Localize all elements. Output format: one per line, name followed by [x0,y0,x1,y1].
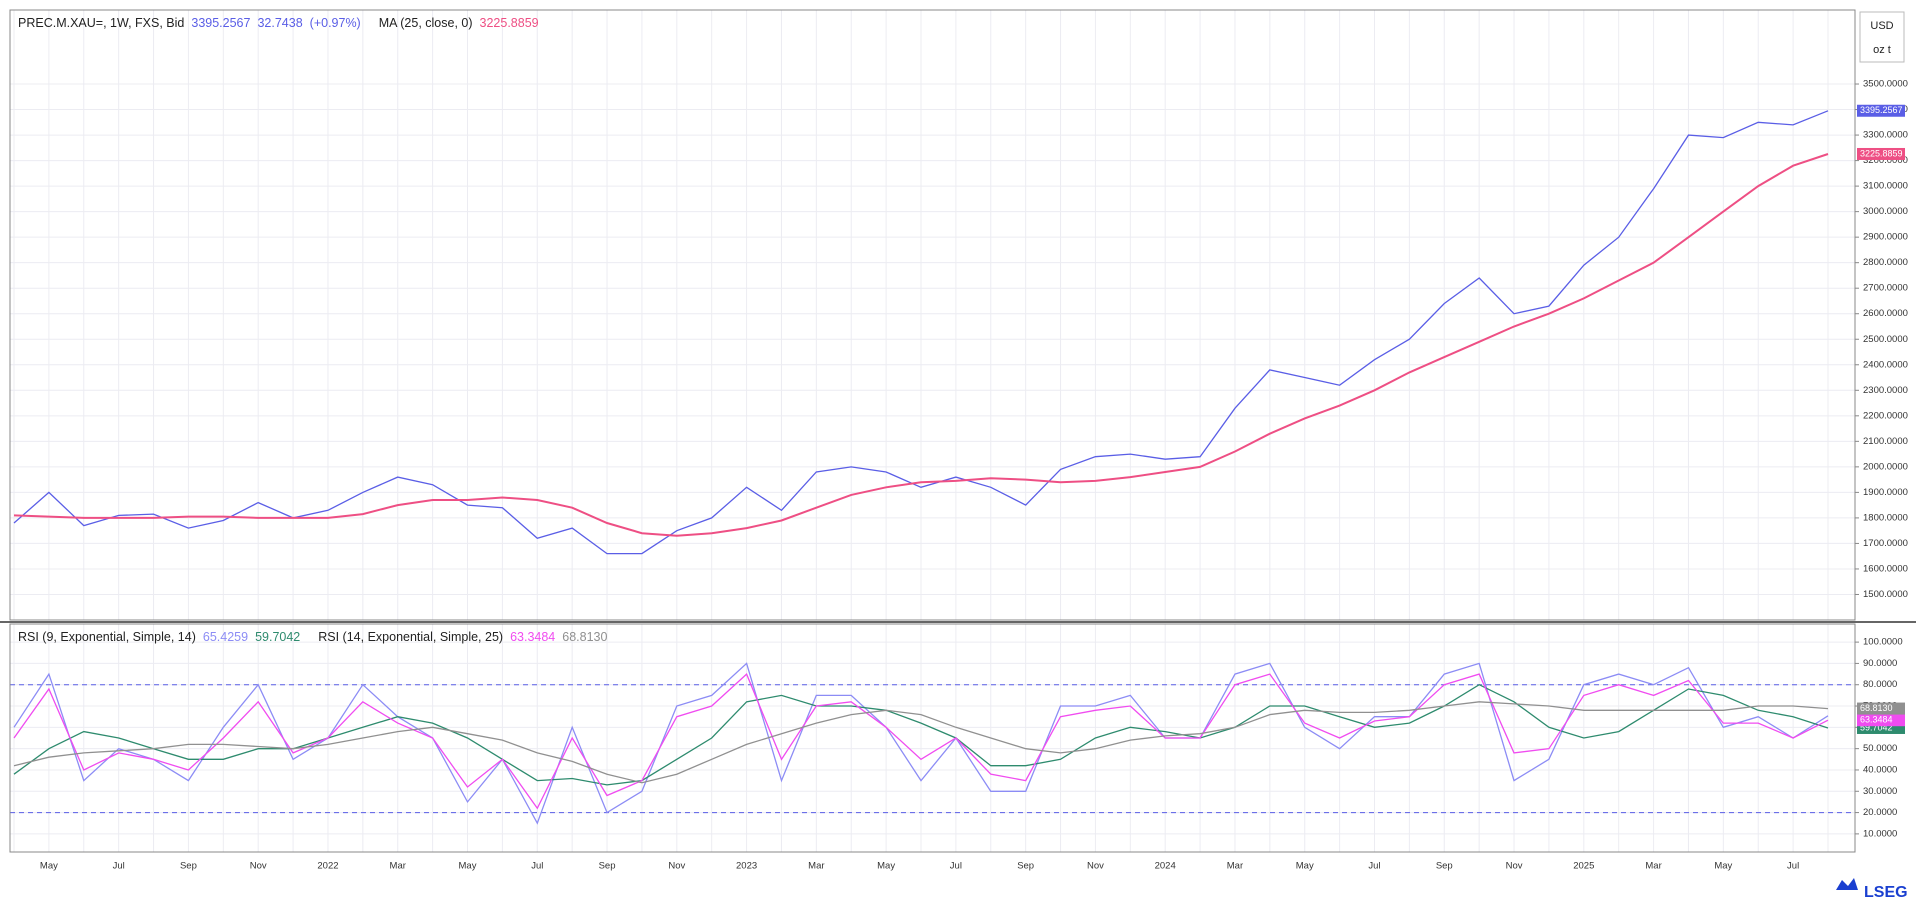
y-tick-label: 2300.0000 [1863,385,1908,396]
panel-border [9,623,1856,853]
x-tick-label: Jul [950,861,962,872]
legend-name: RSI (9, Exponential, Simple, 14) [18,630,196,644]
y-tick-label: 3000.0000 [1863,206,1908,217]
series-line [13,110,1829,555]
logo-icon [1836,878,1858,890]
y-tick-label: 1800.0000 [1863,512,1908,523]
x-tick-label: May [1296,861,1314,872]
value-tag-label: 3225.8859 [1860,148,1903,158]
x-tick-label: Mar [808,861,824,872]
x-tick-label: 2025 [1573,861,1594,872]
x-tick-label: May [459,861,477,872]
value-tag [1857,714,1905,727]
legend-value: 68.8130 [562,630,607,644]
x-tick-label: Mar [1227,861,1243,872]
x-tick-label: Jul [1787,861,1799,872]
y-tick-label: 1900.0000 [1863,487,1908,498]
legend-value: (+0.97%) [310,16,361,30]
currency: USD [1870,20,1893,32]
y-tick-label: 100.0000 [1863,637,1903,648]
y-tick-label: 20.0000 [1863,807,1897,818]
value-tag-label: 68.8130 [1860,703,1893,713]
legend: RSI (9, Exponential, Simple, 14) 65.4259 5… [18,630,607,644]
y-tick-label: 3200.0000 [1863,155,1908,166]
value-tag-label: 63.3484 [1860,715,1893,725]
y-tick-label: 50.0000 [1863,743,1897,754]
x-tick-label: 2022 [317,861,338,872]
y-tick-label: 2100.0000 [1863,436,1908,447]
x-tick-label: Nov [1087,861,1104,872]
series-line [13,662,1829,825]
y-tick-label: 1700.0000 [1863,538,1908,549]
value-tag [1857,147,1905,160]
panel-border [9,9,1856,621]
y-tick-label: 90.0000 [1863,658,1897,669]
series-line [13,672,1829,810]
legend-value: 65.4259 [203,630,248,644]
y-tick-label: 2000.0000 [1863,461,1908,472]
x-tick-label: Jul [1368,861,1380,872]
y-tick-label: 2900.0000 [1863,232,1908,243]
x-tick-label: Nov [250,861,267,872]
legend-value: 59.7042 [255,630,300,644]
legend-name: PREC.M.XAU=, 1W, FXS, Bid [18,16,184,30]
y-tick-label: 2400.0000 [1863,359,1908,370]
series-line [13,701,1829,784]
y-tick-label: 2500.0000 [1863,334,1908,345]
legend-value: 3225.8859 [480,16,539,30]
x-tick-label: May [877,861,895,872]
value-tag [1857,702,1905,715]
legend-value: 32.7438 [257,16,302,30]
value-tag [1857,104,1905,117]
series-line [13,683,1829,786]
unit: oz t [1873,44,1891,56]
x-tick-label: Sep [1017,861,1034,872]
legend-name: RSI (14, Exponential, Simple, 25) [318,630,503,644]
y-tick-label: 2600.0000 [1863,308,1908,319]
x-tick-label: 2024 [1155,861,1176,872]
x-tick-label: Mar [1645,861,1661,872]
y-tick-label: 30.0000 [1863,786,1897,797]
y-tick-label: 2800.0000 [1863,257,1908,268]
unit-box [1859,11,1905,63]
x-tick-label: Sep [1436,861,1453,872]
y-tick-label: 2700.0000 [1863,283,1908,294]
y-tick-label: 80.0000 [1863,679,1897,690]
y-tick-label: 40.0000 [1863,764,1897,775]
y-tick-label: 3100.0000 [1863,181,1908,192]
value-tag-label: 59.7042 [1860,722,1893,732]
x-tick-label: Nov [1506,861,1523,872]
logo: LSEG [1864,884,1908,901]
x-tick-label: May [1714,861,1732,872]
y-tick-label: 1500.0000 [1863,589,1908,600]
x-tick-label: Mar [390,861,406,872]
y-tick-label: 3300.0000 [1863,130,1908,141]
legend-value: 63.3484 [510,630,555,644]
y-tick-label: 1600.0000 [1863,563,1908,574]
y-tick-label: 2200.0000 [1863,410,1908,421]
x-tick-label: 2023 [736,861,757,872]
legend-value: 3395.2567 [191,16,250,30]
x-tick-label: Nov [668,861,685,872]
x-tick-label: Sep [180,861,197,872]
series-line [13,153,1829,537]
value-tag-label: 3395.2567 [1860,105,1903,115]
x-tick-label: May [40,861,58,872]
x-tick-label: Jul [531,861,543,872]
y-tick-label: 3500.0000 [1863,79,1908,90]
x-tick-label: Jul [113,861,125,872]
legend: PREC.M.XAU=, 1W, FXS, Bid 3395.2567 32.743… [18,16,539,30]
legend-name: MA (25, close, 0) [379,16,473,30]
x-tick-label: Sep [599,861,616,872]
y-tick-label: 10.0000 [1863,828,1897,839]
